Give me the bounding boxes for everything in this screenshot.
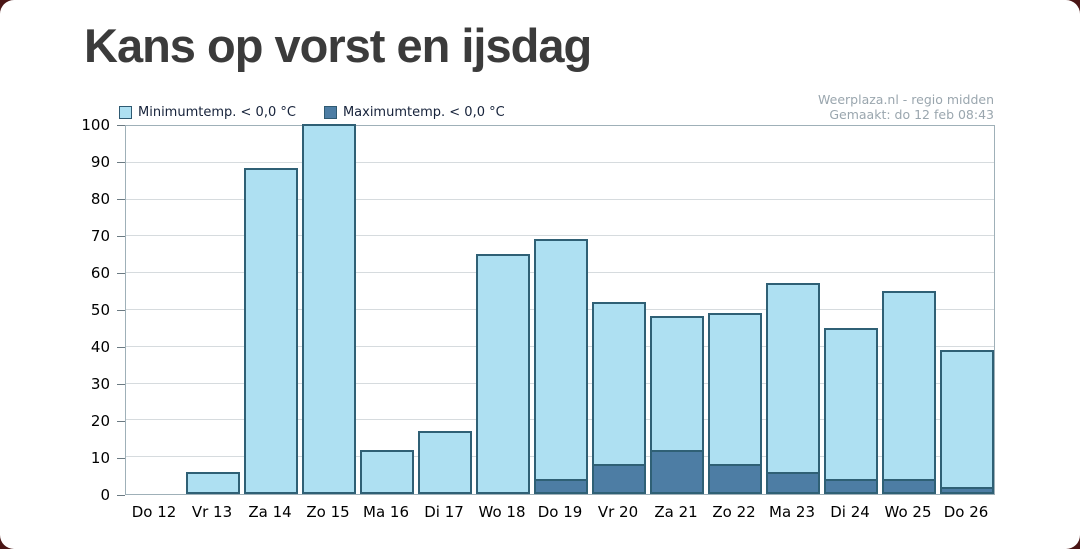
x-axis-tick-label: Di 17 xyxy=(424,503,464,521)
bar-max-temp-vr-20 xyxy=(592,464,646,494)
bar-min-temp-do-19 xyxy=(534,238,588,494)
bar-max-temp-di-24 xyxy=(824,479,878,494)
plot-area xyxy=(125,124,995,495)
bar-max-temp-do-19 xyxy=(534,479,588,494)
y-axis-tick-label: 20 xyxy=(90,412,110,430)
page-title: Kans op vorst en ijsdag xyxy=(84,19,592,72)
source-line-1: Weerplaza.nl - regio midden xyxy=(818,92,994,107)
x-axis-tick-label: Zo 22 xyxy=(712,503,756,521)
x-axis-tick-label: Vr 20 xyxy=(597,503,639,521)
y-axis-tick-label: 100 xyxy=(81,116,110,134)
bar-min-temp-zo-15 xyxy=(302,124,356,494)
bar-min-temp-wo-18 xyxy=(476,253,530,494)
gridline xyxy=(126,235,994,237)
bar-min-temp-di-24 xyxy=(824,327,878,494)
y-axis-tick xyxy=(117,495,125,496)
y-axis-tick-label: 50 xyxy=(90,301,110,319)
chart-source-credit: Weerplaza.nl - regio midden Gemaakt: do … xyxy=(818,92,994,122)
x-axis-tick-label: Ma 16 xyxy=(363,503,409,521)
bar-max-temp-wo-25 xyxy=(882,479,936,494)
bar-min-temp-vr-20 xyxy=(592,301,646,494)
y-axis-tick-label: 80 xyxy=(90,190,110,208)
x-axis-tick-label: Do 12 xyxy=(131,503,177,521)
x-axis-tick-label: Za 21 xyxy=(654,503,698,521)
x-axis-tick-label: Vr 13 xyxy=(191,503,233,521)
legend-item-1: Maximumtemp. < 0,0 °C xyxy=(323,105,505,120)
x-axis-tick-label: Di 24 xyxy=(830,503,870,521)
y-axis-tick-label: 90 xyxy=(90,153,110,171)
y-axis-tick-label: 40 xyxy=(90,338,110,356)
legend-label: Maximumtemp. < 0,0 °C xyxy=(342,105,505,120)
legend-swatch-icon xyxy=(323,106,337,119)
x-axis-tick-label: Wo 25 xyxy=(884,503,932,521)
x-axis-tick-label: Ma 23 xyxy=(769,503,815,521)
x-axis-tick-label: Do 26 xyxy=(943,503,989,521)
source-line-2: Gemaakt: do 12 feb 08:43 xyxy=(829,107,994,122)
y-axis-tick xyxy=(117,310,125,311)
legend-swatch-icon xyxy=(119,106,132,119)
legend-label: Minimumtemp. < 0,0 °C xyxy=(138,105,296,120)
y-axis-tick xyxy=(117,199,125,200)
bar-max-temp-ma-23 xyxy=(766,471,820,494)
x-axis-tick-label: Wo 18 xyxy=(478,503,526,521)
bar-min-temp-zo-22 xyxy=(708,312,762,494)
x-axis-tick-label: Zo 15 xyxy=(306,503,350,521)
y-axis-tick xyxy=(117,421,125,422)
y-axis-tick xyxy=(117,458,125,459)
y-axis-tick-label: 70 xyxy=(90,227,110,245)
bar-min-temp-wo-25 xyxy=(882,290,936,494)
bar-min-temp-do-26 xyxy=(940,349,994,494)
y-axis-tick xyxy=(117,273,125,274)
bar-min-temp-di-17 xyxy=(418,431,472,494)
gridline xyxy=(126,161,994,163)
chart-legend: Minimumtemp. < 0,0 °C Maximumtemp. < 0,0 … xyxy=(119,105,505,120)
y-axis-tick-label: 60 xyxy=(90,264,110,282)
y-axis-tick-label: 30 xyxy=(90,375,110,393)
y-axis-tick xyxy=(117,236,125,237)
y-axis-tick-label: 0 xyxy=(100,486,110,504)
y-axis-tick xyxy=(117,162,125,163)
legend-item-0: Minimumtemp. < 0,0 °C xyxy=(119,105,296,120)
y-axis-tick xyxy=(117,384,125,385)
bar-min-temp-ma-23 xyxy=(766,283,820,494)
gridline xyxy=(126,198,994,200)
y-axis-tick xyxy=(117,347,125,348)
bar-min-temp-ma-16 xyxy=(360,449,414,494)
y-axis-tick xyxy=(117,125,125,126)
x-axis-tick-label: Za 14 xyxy=(248,503,292,521)
bar-min-temp-za-14 xyxy=(244,168,298,494)
bar-max-temp-do-26 xyxy=(940,486,994,494)
bar-max-temp-zo-22 xyxy=(708,464,762,494)
y-axis-tick-label: 10 xyxy=(90,449,110,467)
x-axis-tick-label: Do 19 xyxy=(537,503,583,521)
bar-min-temp-vr-13 xyxy=(186,471,240,494)
bar-max-temp-za-21 xyxy=(650,449,704,494)
